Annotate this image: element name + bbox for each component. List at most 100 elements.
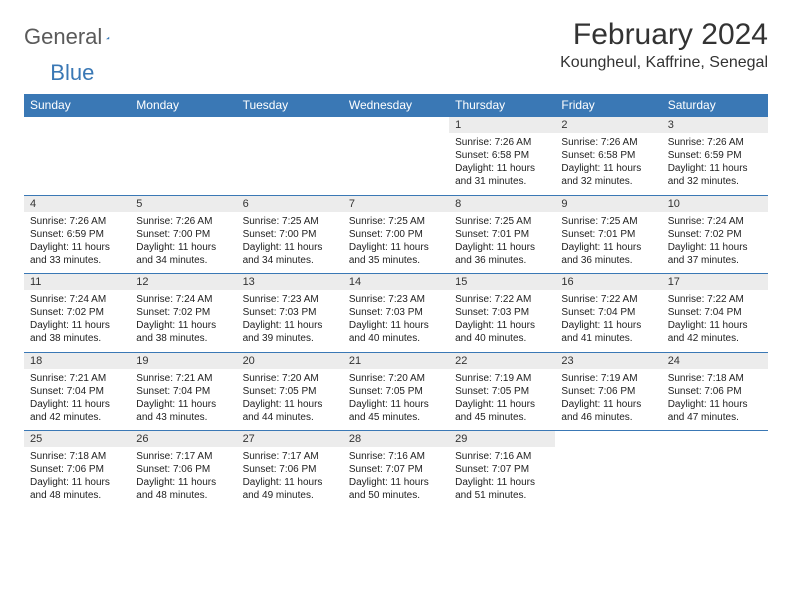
day-number: 23 xyxy=(555,352,661,369)
daylight-line: Daylight: 11 hours and 46 minutes. xyxy=(561,398,655,424)
sunset-line: Sunset: 7:02 PM xyxy=(136,306,230,319)
sunset-line: Sunset: 7:07 PM xyxy=(349,463,443,476)
daylight-line: Daylight: 11 hours and 32 minutes. xyxy=(668,162,762,188)
daybody-row: Sunrise: 7:24 AMSunset: 7:02 PMDaylight:… xyxy=(24,290,768,352)
daylight-line: Daylight: 11 hours and 49 minutes. xyxy=(243,476,337,502)
daybody-row: Sunrise: 7:21 AMSunset: 7:04 PMDaylight:… xyxy=(24,369,768,431)
sunset-line: Sunset: 7:00 PM xyxy=(243,228,337,241)
day-detail: Sunrise: 7:18 AMSunset: 7:06 PMDaylight:… xyxy=(662,369,768,431)
daynum-row: 45678910 xyxy=(24,195,768,212)
day-detail: Sunrise: 7:24 AMSunset: 7:02 PMDaylight:… xyxy=(662,212,768,274)
day-number: 14 xyxy=(343,274,449,291)
day-detail: Sunrise: 7:26 AMSunset: 6:59 PMDaylight:… xyxy=(24,212,130,274)
sunrise-line: Sunrise: 7:21 AM xyxy=(30,372,124,385)
day-number: 15 xyxy=(449,274,555,291)
daylight-line: Daylight: 11 hours and 45 minutes. xyxy=(349,398,443,424)
day-number: 7 xyxy=(343,195,449,212)
sunset-line: Sunset: 7:01 PM xyxy=(455,228,549,241)
day-number: 19 xyxy=(130,352,236,369)
sunrise-line: Sunrise: 7:26 AM xyxy=(30,215,124,228)
day-number: 20 xyxy=(237,352,343,369)
daylight-line: Daylight: 11 hours and 38 minutes. xyxy=(30,319,124,345)
sunset-line: Sunset: 7:03 PM xyxy=(243,306,337,319)
day-detail: Sunrise: 7:16 AMSunset: 7:07 PMDaylight:… xyxy=(343,447,449,509)
day-detail: Sunrise: 7:24 AMSunset: 7:02 PMDaylight:… xyxy=(130,290,236,352)
sunset-line: Sunset: 7:06 PM xyxy=(668,385,762,398)
daylight-line: Daylight: 11 hours and 42 minutes. xyxy=(668,319,762,345)
sunset-line: Sunset: 6:59 PM xyxy=(668,149,762,162)
daylight-line: Daylight: 11 hours and 37 minutes. xyxy=(668,241,762,267)
day-number: 3 xyxy=(662,117,768,134)
sunset-line: Sunset: 6:59 PM xyxy=(30,228,124,241)
day-detail: Sunrise: 7:25 AMSunset: 7:00 PMDaylight:… xyxy=(343,212,449,274)
daybody-row: Sunrise: 7:26 AMSunset: 6:59 PMDaylight:… xyxy=(24,212,768,274)
daylight-line: Daylight: 11 hours and 51 minutes. xyxy=(455,476,549,502)
day-detail: Sunrise: 7:17 AMSunset: 7:06 PMDaylight:… xyxy=(237,447,343,509)
day-number: 10 xyxy=(662,195,768,212)
calendar-table: SundayMondayTuesdayWednesdayThursdayFrid… xyxy=(24,94,768,509)
daylight-line: Daylight: 11 hours and 44 minutes. xyxy=(243,398,337,424)
daylight-line: Daylight: 11 hours and 36 minutes. xyxy=(455,241,549,267)
day-detail: Sunrise: 7:20 AMSunset: 7:05 PMDaylight:… xyxy=(237,369,343,431)
daylight-line: Daylight: 11 hours and 33 minutes. xyxy=(30,241,124,267)
sunset-line: Sunset: 7:06 PM xyxy=(30,463,124,476)
brand-logo: General xyxy=(24,18,128,50)
title-block: February 2024 Koungheul, Kaffrine, Seneg… xyxy=(560,18,768,72)
sunrise-line: Sunrise: 7:21 AM xyxy=(136,372,230,385)
daynum-row: 2526272829 xyxy=(24,431,768,448)
empty-cell xyxy=(237,117,343,134)
day-number: 28 xyxy=(343,431,449,448)
sunrise-line: Sunrise: 7:18 AM xyxy=(668,372,762,385)
sunrise-line: Sunrise: 7:25 AM xyxy=(349,215,443,228)
month-title: February 2024 xyxy=(560,18,768,52)
day-detail: Sunrise: 7:22 AMSunset: 7:03 PMDaylight:… xyxy=(449,290,555,352)
day-number: 25 xyxy=(24,431,130,448)
daylight-line: Daylight: 11 hours and 39 minutes. xyxy=(243,319,337,345)
weekday-header: Wednesday xyxy=(343,94,449,117)
daylight-line: Daylight: 11 hours and 45 minutes. xyxy=(455,398,549,424)
empty-cell xyxy=(24,133,130,195)
day-number: 13 xyxy=(237,274,343,291)
sunset-line: Sunset: 7:00 PM xyxy=(349,228,443,241)
location-subtitle: Koungheul, Kaffrine, Senegal xyxy=(560,54,768,72)
weekday-header: Monday xyxy=(130,94,236,117)
day-number: 8 xyxy=(449,195,555,212)
sunrise-line: Sunrise: 7:16 AM xyxy=(455,450,549,463)
sunrise-line: Sunrise: 7:24 AM xyxy=(30,293,124,306)
sunrise-line: Sunrise: 7:20 AM xyxy=(243,372,337,385)
day-number: 6 xyxy=(237,195,343,212)
day-detail: Sunrise: 7:26 AMSunset: 6:58 PMDaylight:… xyxy=(555,133,661,195)
sunset-line: Sunset: 7:01 PM xyxy=(561,228,655,241)
daylight-line: Daylight: 11 hours and 47 minutes. xyxy=(668,398,762,424)
daylight-line: Daylight: 11 hours and 38 minutes. xyxy=(136,319,230,345)
sunrise-line: Sunrise: 7:24 AM xyxy=(136,293,230,306)
day-detail: Sunrise: 7:25 AMSunset: 7:01 PMDaylight:… xyxy=(555,212,661,274)
sunrise-line: Sunrise: 7:17 AM xyxy=(243,450,337,463)
sunset-line: Sunset: 7:05 PM xyxy=(455,385,549,398)
empty-cell xyxy=(130,133,236,195)
sunset-line: Sunset: 7:04 PM xyxy=(30,385,124,398)
daylight-line: Daylight: 11 hours and 36 minutes. xyxy=(561,241,655,267)
day-number: 26 xyxy=(130,431,236,448)
daynum-row: 18192021222324 xyxy=(24,352,768,369)
sunset-line: Sunset: 7:02 PM xyxy=(30,306,124,319)
sunset-line: Sunset: 7:06 PM xyxy=(243,463,337,476)
empty-cell xyxy=(555,447,661,509)
sunrise-line: Sunrise: 7:25 AM xyxy=(455,215,549,228)
day-number: 22 xyxy=(449,352,555,369)
brand-part1: General xyxy=(24,24,102,50)
sunset-line: Sunset: 6:58 PM xyxy=(561,149,655,162)
daylight-line: Daylight: 11 hours and 41 minutes. xyxy=(561,319,655,345)
day-detail: Sunrise: 7:22 AMSunset: 7:04 PMDaylight:… xyxy=(662,290,768,352)
sunset-line: Sunset: 7:02 PM xyxy=(668,228,762,241)
daybody-row: Sunrise: 7:18 AMSunset: 7:06 PMDaylight:… xyxy=(24,447,768,509)
daylight-line: Daylight: 11 hours and 34 minutes. xyxy=(243,241,337,267)
day-number: 21 xyxy=(343,352,449,369)
day-number: 27 xyxy=(237,431,343,448)
day-number: 5 xyxy=(130,195,236,212)
day-detail: Sunrise: 7:16 AMSunset: 7:07 PMDaylight:… xyxy=(449,447,555,509)
empty-cell xyxy=(662,431,768,448)
weekday-header-row: SundayMondayTuesdayWednesdayThursdayFrid… xyxy=(24,94,768,117)
sunrise-line: Sunrise: 7:16 AM xyxy=(349,450,443,463)
day-detail: Sunrise: 7:17 AMSunset: 7:06 PMDaylight:… xyxy=(130,447,236,509)
